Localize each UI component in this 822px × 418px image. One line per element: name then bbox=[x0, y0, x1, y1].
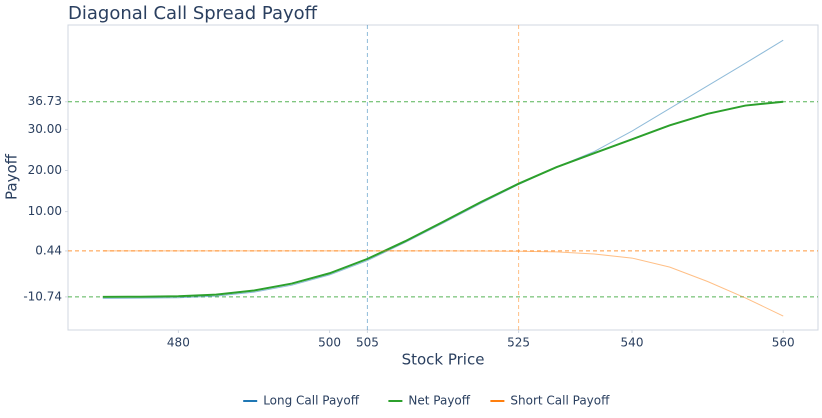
y-tick-label: 10.00 bbox=[28, 204, 62, 218]
x-tick-label: 480 bbox=[167, 336, 190, 350]
plot-frame bbox=[67, 24, 819, 331]
x-tick-label: 540 bbox=[621, 336, 644, 350]
x-tick-label: 500 bbox=[318, 336, 341, 350]
series-line bbox=[102, 250, 784, 317]
y-tick-label: -10.74 bbox=[23, 289, 62, 303]
legend-label: Long Call Payoff bbox=[263, 394, 360, 408]
y-tick-label: 36.73 bbox=[28, 94, 62, 108]
x-tick-label: 560 bbox=[772, 336, 795, 350]
series-line bbox=[102, 39, 784, 299]
x-tick-label: 525 bbox=[507, 336, 530, 350]
y-tick-label: 0.44 bbox=[35, 243, 62, 257]
legend-label: Short Call Payoff bbox=[510, 394, 610, 408]
y-tick-label: 20.00 bbox=[28, 163, 62, 177]
legend-label: Net Payoff bbox=[408, 394, 470, 408]
y-tick-label: 30.00 bbox=[28, 122, 62, 136]
x-axis-label: Stock Price bbox=[402, 351, 485, 369]
series-line bbox=[102, 100, 784, 298]
x-tick-label: 505 bbox=[356, 336, 379, 350]
chart-title: Diagonal Call Spread Payoff bbox=[68, 3, 318, 24]
y-axis-label: Payoff bbox=[3, 153, 21, 200]
